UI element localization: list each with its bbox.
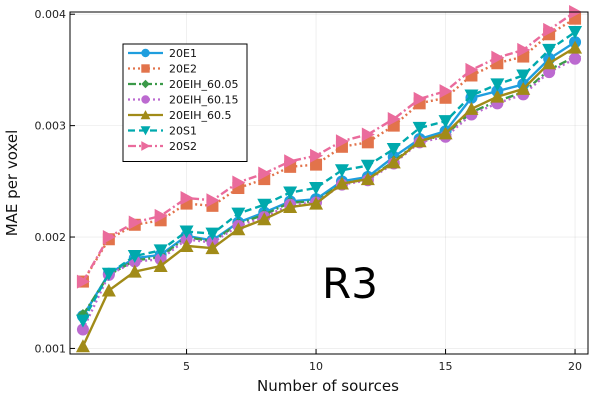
data-point [258,166,272,181]
data-point [309,182,324,196]
x-tick-label: 10 [309,360,323,373]
y-tick-label: 0.003 [35,120,67,133]
legend-swatch-marker [140,110,151,120]
data-point [127,249,142,263]
legend-label: 20E2 [169,63,197,76]
data-point [438,126,453,140]
legend: 20E1 20E2 20EIH_60.05 20EIH_60.15 20EIH_60.5… [122,43,248,162]
data-point [360,159,375,173]
data-point [76,323,89,336]
data-point [386,143,401,157]
legend-swatch-marker [141,64,150,73]
data-point [283,199,298,213]
data-point [127,264,142,278]
annotation-label: R3 [322,259,378,308]
data-point [153,244,168,258]
data-point [180,191,194,206]
legend-label: 20EIH_60.5 [169,109,231,122]
x-tick-label: 20 [568,360,582,373]
data-point [464,101,479,115]
y-axis-title: MAE per voxel [3,130,21,237]
data-point [361,127,375,142]
data-point [569,52,582,65]
legend-label: 20EIH_60.15 [169,94,238,107]
data-point [412,121,427,135]
x-tick-label: 5 [183,360,190,373]
series-layer [75,5,583,353]
data-point [491,50,505,65]
legend-swatch-marker [141,48,150,58]
data-point [179,238,194,252]
data-point [516,69,531,83]
data-point [257,198,272,212]
legend-label: 20S1 [169,125,197,138]
series-20EIH_60.5 [75,40,583,353]
data-point [101,283,116,297]
data-point [568,40,583,54]
data-point [543,22,557,37]
data-point [464,89,479,103]
data-point [231,207,246,221]
legend-swatch-marker [141,141,151,151]
data-point [517,42,531,57]
data-point [102,230,116,245]
series-20S1 [75,26,583,328]
series-20S2 [76,5,583,289]
data-point [257,212,272,226]
data-point [128,215,142,230]
data-point [412,134,427,148]
legend-swatch-marker [140,126,151,136]
data-point [438,115,453,129]
ticks: 5 10 15 20 0.001 0.002 0.003 0.004 [35,8,583,373]
data-point [310,148,324,163]
data-point [179,225,194,239]
data-point [335,134,349,149]
data-point [542,56,557,70]
y-tick-label: 0.001 [35,342,67,355]
data-point [310,158,323,171]
data-point [439,84,453,99]
data-point [413,91,427,106]
data-point [205,227,220,241]
data-point [284,154,298,169]
data-point [334,176,349,190]
data-point [205,241,220,255]
data-point [153,258,168,272]
x-axis-title: Number of sources [257,377,399,395]
data-point [154,208,168,223]
data-point [75,339,90,353]
plot-frame [69,11,589,355]
data-point [387,111,401,126]
legend-label: 20S2 [169,140,197,153]
data-point [543,28,556,41]
data-point [309,196,324,210]
y-tick-label: 0.004 [35,8,67,21]
data-point [542,43,557,57]
data-point [101,267,116,281]
data-point [490,89,505,103]
data-point [76,274,90,289]
data-point [386,155,401,169]
data-point [360,172,375,186]
legend-label: 20EIH_60.05 [169,78,238,91]
data-point [465,62,479,77]
legend-swatch-marker [141,95,150,104]
data-point [283,186,298,200]
legend-label: 20E1 [169,47,197,60]
data-point [206,193,220,208]
y-tick-label: 0.002 [35,231,67,244]
data-point [334,164,349,178]
data-point [75,314,90,328]
data-point [232,175,246,190]
x-tick-label: 15 [439,360,453,373]
data-point [568,26,583,40]
data-point [516,81,531,95]
data-point [231,222,246,236]
data-point [490,78,505,92]
